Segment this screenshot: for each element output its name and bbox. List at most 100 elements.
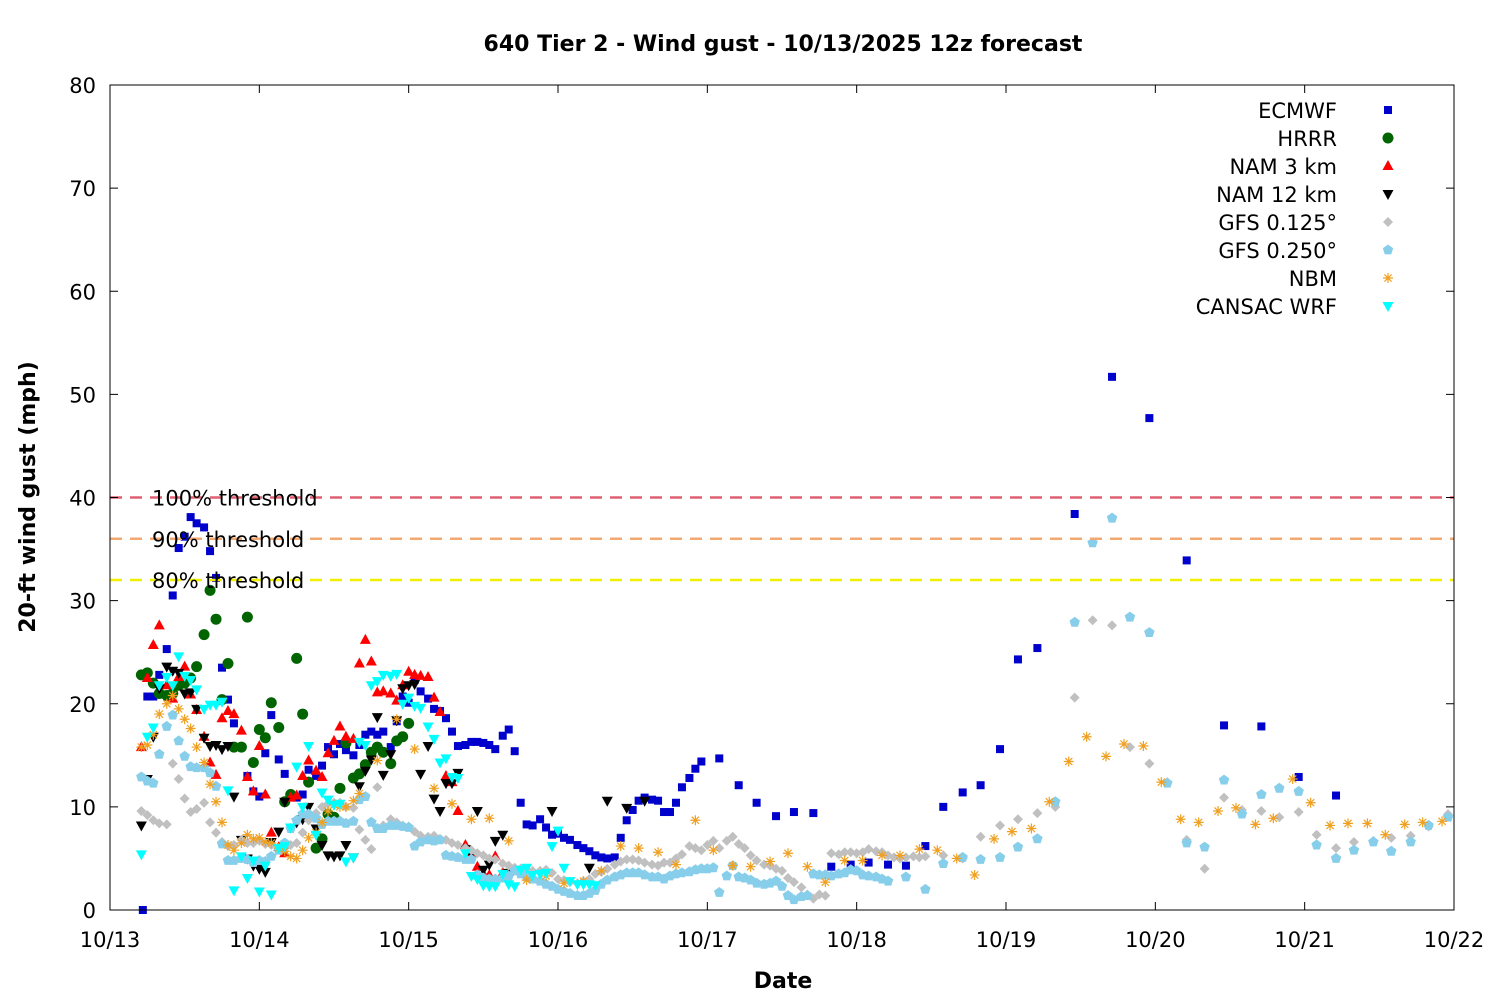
nam-12-km-point xyxy=(601,796,613,807)
nam-12-km-point xyxy=(198,733,210,744)
nam-3-km-point xyxy=(428,691,440,702)
hrrr-point xyxy=(353,768,365,780)
ecmwf-point xyxy=(666,808,674,817)
hrrr-point xyxy=(204,584,216,596)
data-markers xyxy=(135,372,1454,914)
cansac-wrf-point xyxy=(247,856,259,867)
nbm-point xyxy=(690,815,701,826)
gfs-0-250-point xyxy=(975,854,986,864)
ecmwf-point xyxy=(559,833,568,842)
gfs-0-125-point xyxy=(745,850,756,861)
gfs-0-125-point xyxy=(372,782,383,793)
ecmwf-point xyxy=(654,796,663,805)
cansac-wrf-point xyxy=(273,844,285,855)
hrrr-point xyxy=(191,661,203,673)
cansac-wrf-point xyxy=(440,754,452,765)
gfs-0-250-point xyxy=(708,862,719,873)
nbm-point xyxy=(484,813,495,824)
nam-3-km-point xyxy=(322,747,334,758)
nbm-point xyxy=(222,840,233,851)
cansac-wrf-point xyxy=(161,672,173,683)
cansac-wrf-point xyxy=(228,886,240,897)
nbm-point xyxy=(429,783,440,794)
gfs-0-250-point xyxy=(466,854,477,864)
ecmwf-point xyxy=(522,820,531,829)
cansac-wrf-point xyxy=(216,697,228,708)
hrrr-point xyxy=(310,842,322,854)
gfs-0-250-point xyxy=(776,880,788,891)
ecmwf-point xyxy=(958,788,967,797)
nbm-point xyxy=(136,742,147,753)
nam-12-km-point xyxy=(546,807,558,817)
nbm-point xyxy=(820,877,831,888)
gfs-0-250-point xyxy=(1199,841,1210,852)
nam-12-km-point xyxy=(210,741,222,751)
cansac-wrf-point xyxy=(391,669,403,680)
nam-12-km-point xyxy=(228,792,240,803)
nbm-point xyxy=(354,788,365,799)
gfs-0-125-point xyxy=(1331,843,1342,854)
gfs-0-250-point xyxy=(602,874,613,885)
nbm-point xyxy=(285,851,296,862)
cansac-wrf-point xyxy=(291,762,303,773)
gfs-0-125-point xyxy=(826,848,837,859)
nbm-point xyxy=(191,742,202,753)
ecmwf-point xyxy=(491,745,500,754)
cansac-wrf-point xyxy=(198,704,210,715)
nbm-point xyxy=(857,855,868,866)
nbm-point xyxy=(142,740,153,750)
nam-12-km-point xyxy=(489,836,501,847)
cansac-wrf-point xyxy=(210,700,222,711)
x-tick-label: 10/13 xyxy=(80,928,141,952)
gfs-0-250-point xyxy=(1293,785,1304,796)
x-tick-label: 10/15 xyxy=(378,928,439,952)
nam-3-km-point xyxy=(235,724,247,735)
cansac-wrf-point xyxy=(179,671,191,682)
gfs-0-125-point xyxy=(839,847,850,858)
nam-12-km-point xyxy=(621,803,633,814)
hrrr-point xyxy=(259,732,271,744)
nam-3-km-point xyxy=(403,665,415,676)
nbm-point xyxy=(653,847,664,858)
gfs-0-250-point xyxy=(1256,789,1267,799)
cansac-wrf-point xyxy=(353,737,365,748)
nam-12-km-point xyxy=(422,742,434,753)
ecmwf-point xyxy=(479,738,488,747)
nbm-point xyxy=(1417,817,1428,828)
cansac-wrf-point xyxy=(297,802,309,813)
nbm-point xyxy=(161,698,172,709)
nbm-point xyxy=(1156,777,1167,788)
nam-12-km-point xyxy=(279,797,291,808)
nbm-point xyxy=(782,848,793,859)
nbm-point xyxy=(951,853,962,864)
y-tick-label: 40 xyxy=(69,487,96,511)
gfs-0-250-point xyxy=(1069,616,1080,627)
gfs-0-250-point xyxy=(1311,839,1322,850)
gfs-0-125-point xyxy=(920,851,931,862)
legend-marker-gfs-0-125 xyxy=(1383,217,1393,227)
nam-12-km-point xyxy=(471,807,483,817)
cansac-wrf-point xyxy=(340,857,352,868)
ecmwf-point xyxy=(416,687,425,696)
gfs-0-250-point xyxy=(348,815,359,826)
threshold-label-36: 90% threshold xyxy=(152,528,304,552)
cansac-wrf-point xyxy=(422,722,434,733)
nbm-point xyxy=(303,832,314,843)
hrrr-point xyxy=(253,724,265,736)
cansac-wrf-point xyxy=(191,685,203,696)
ecmwf-point xyxy=(223,695,232,704)
gfs-0-125-point xyxy=(708,835,719,846)
gfs-0-125-point xyxy=(167,758,178,769)
gfs-0-250-point xyxy=(863,870,874,881)
cansac-wrf-point xyxy=(265,890,277,901)
cansac-wrf-point xyxy=(135,850,147,861)
ecmwf-point xyxy=(349,751,358,760)
nbm-point xyxy=(228,845,239,856)
ecmwf-point xyxy=(174,544,183,553)
ecmwf-point xyxy=(677,783,686,792)
cansac-wrf-point xyxy=(459,849,471,860)
ecmwf-point xyxy=(410,676,419,685)
ecmwf-point xyxy=(424,694,433,703)
ecmwf-point xyxy=(715,754,724,763)
gfs-0-125-point xyxy=(1293,807,1304,818)
